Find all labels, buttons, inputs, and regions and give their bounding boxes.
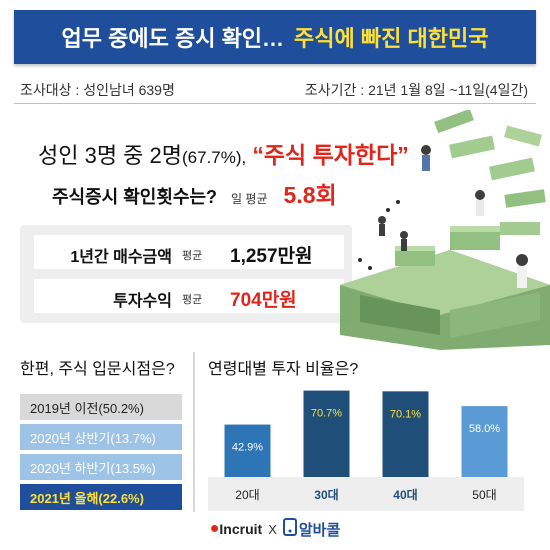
albacol-logo-text: 알바콜 bbox=[298, 521, 341, 539]
footer-x: X bbox=[268, 521, 277, 537]
category-band bbox=[208, 477, 524, 511]
money-icon bbox=[340, 110, 550, 350]
age-chart-title: 연령대별 투자 비율은? bbox=[208, 361, 359, 378]
check-avg-label: 일 평균 bbox=[231, 192, 268, 206]
bar-30대 bbox=[303, 390, 350, 477]
check-frequency-line: 주식증시 확인횟수는? 일 평균 5.8회 bbox=[52, 176, 337, 210]
bar-value-label: 70.1% bbox=[390, 408, 421, 420]
stat-label: 1년간 매수금액 bbox=[70, 249, 172, 266]
age-bar-chart: 42.9% 20대 70.7% 30대 70.1% 40대 58.0% 50대 bbox=[208, 390, 524, 511]
survey-info-bar: 조사대상 : 성인남녀 639명 조사기간 : 21년 1월 8일 ~11일(4… bbox=[14, 74, 536, 104]
entry-item: 2019년 이전(50.2%) bbox=[20, 394, 182, 420]
bar-50대 bbox=[461, 406, 508, 477]
albacol-logo-icon bbox=[282, 517, 297, 541]
bar-40대 bbox=[382, 391, 429, 477]
check-question: 주식증시 확인횟수는? bbox=[52, 187, 218, 207]
entry-item: 2020년 상반기(13.7%) bbox=[20, 424, 182, 450]
stat-label: 투자수익 bbox=[113, 293, 172, 310]
header-banner: 업무 중에도 증시 확인… 주식에 빠진 대한민국 bbox=[14, 10, 536, 64]
incruit-logo-text: Incruit bbox=[219, 521, 263, 537]
footer-logos: ● Incruit X 알바콜 bbox=[0, 514, 550, 544]
stat-avg-label: 평균 bbox=[182, 294, 203, 306]
category-label: 30대 bbox=[314, 488, 338, 502]
stat-value: 704만원 bbox=[230, 290, 297, 311]
bar-value-label: 58.0% bbox=[469, 423, 500, 435]
bar-value-label: 70.7% bbox=[311, 408, 342, 420]
headline-prefix: 성인 3명 중 2명 bbox=[38, 143, 183, 168]
survey-target: 조사대상 : 성인남녀 639명 bbox=[20, 82, 175, 98]
stat-value: 1,257만원 bbox=[230, 246, 313, 267]
money-stack-illustration bbox=[340, 110, 550, 350]
bar-20대 bbox=[224, 424, 271, 477]
survey-period: 조사기간 : 21년 1월 8일 ~11일(4일간) bbox=[304, 82, 528, 98]
check-value: 5.8회 bbox=[283, 182, 337, 208]
entry-item: 2021년 올해(22.6%) bbox=[20, 484, 182, 510]
header-title-yellow: 주식에 빠진 대한민국 bbox=[294, 26, 489, 51]
stat-avg-label: 평균 bbox=[182, 250, 203, 262]
headline: 성인 3명 중 2명(67.7%), “주식 투자한다” bbox=[38, 136, 409, 170]
headline-quote: “주식 투자한다” bbox=[252, 142, 409, 168]
investment-stats-card: 1년간 매수금액 평균 1,257만원 투자수익 평균 704만원 bbox=[20, 225, 352, 323]
headline-percent: (67.7%), bbox=[182, 148, 247, 167]
stat-row-purchase: 1년간 매수금액 평균 1,257만원 bbox=[34, 235, 344, 269]
incruit-logo-icon: ● bbox=[209, 520, 220, 537]
category-label: 50대 bbox=[472, 488, 496, 502]
section-divider bbox=[193, 352, 195, 512]
entry-section-title: 한편, 주식 입문시점은? bbox=[20, 361, 175, 378]
header-title-white: 업무 중에도 증시 확인… bbox=[61, 26, 285, 51]
category-label: 20대 bbox=[235, 488, 259, 502]
entry-item: 2020년 하반기(13.5%) bbox=[20, 454, 182, 480]
category-label: 40대 bbox=[393, 488, 417, 502]
bar-value-label: 42.9% bbox=[232, 442, 263, 454]
stat-row-profit: 투자수익 평균 704만원 bbox=[34, 279, 344, 313]
